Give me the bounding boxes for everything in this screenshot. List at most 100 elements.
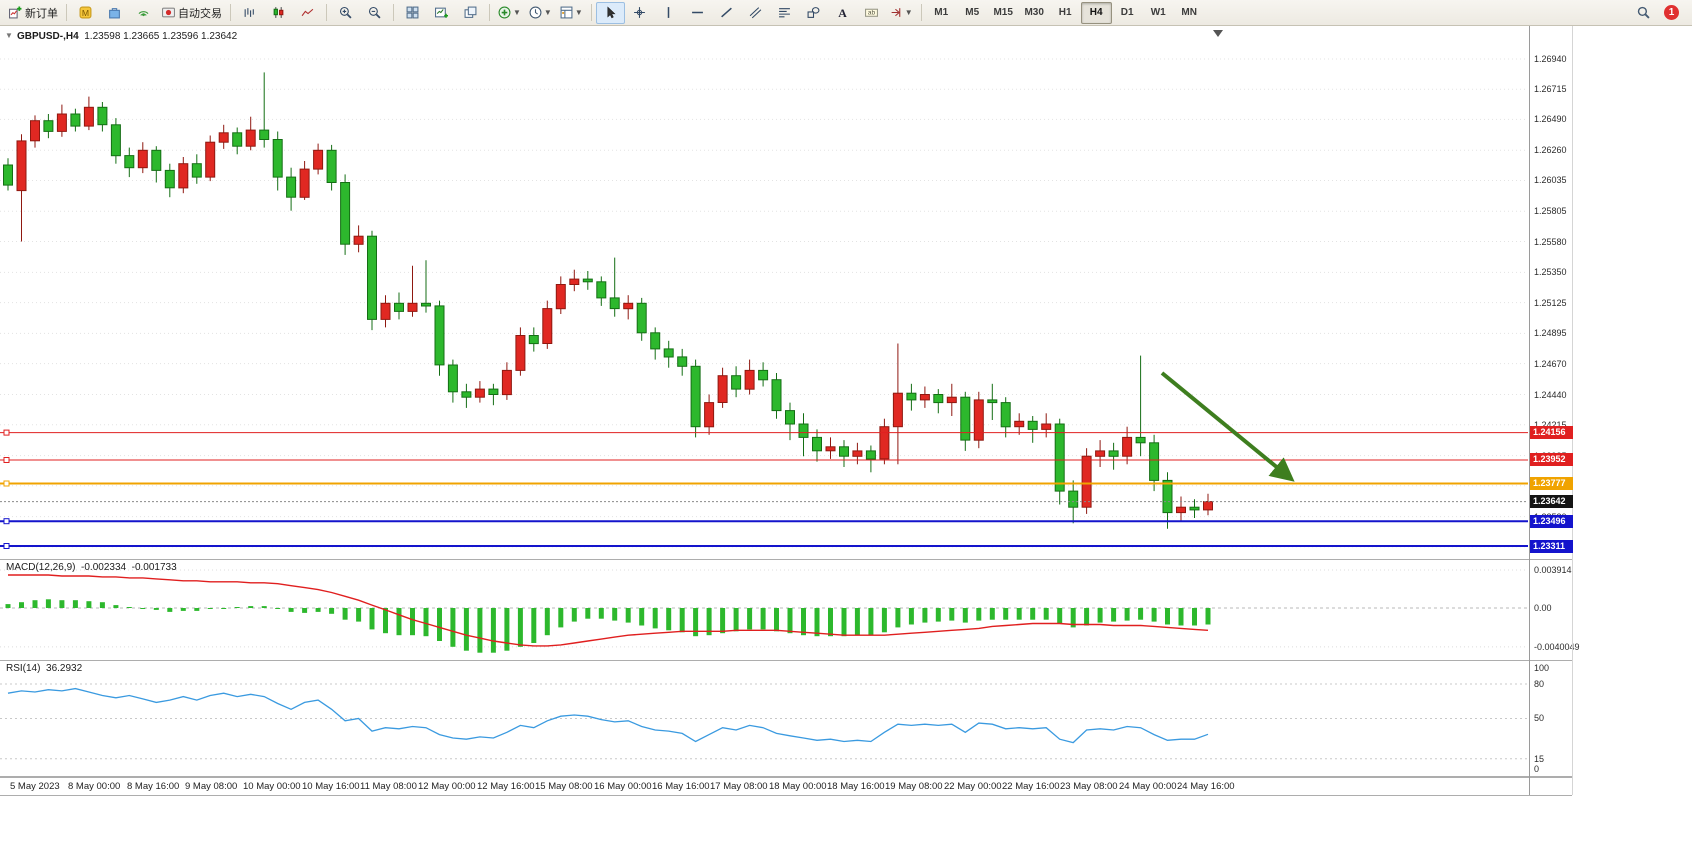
rsi-axis[interactable]: 100 80 50 15 0 <box>1530 661 1572 776</box>
periods-button[interactable]: ▼ <box>525 2 556 24</box>
price-tick: 1.24895 <box>1534 328 1567 338</box>
resistance-line-2-handle[interactable] <box>3 457 10 463</box>
new-chart-button[interactable] <box>427 2 456 24</box>
timeframe-m1-button[interactable]: M1 <box>934 7 949 18</box>
price-axis[interactable]: 1.26940 1.26715 1.26490 1.26260 1.26035 1.258… <box>1530 26 1573 559</box>
shapes-button[interactable] <box>799 2 828 24</box>
zoom-out-button[interactable] <box>360 2 389 24</box>
axis-border <box>1529 26 1530 795</box>
line-chart-button[interactable] <box>293 2 322 24</box>
price-tick: 1.25580 <box>1534 237 1567 247</box>
candles <box>3 72 1213 529</box>
label-button[interactable]: ab <box>857 2 886 24</box>
market-button[interactable] <box>100 2 129 24</box>
toolbar-separator <box>920 4 922 21</box>
mql5-community-button[interactable]: M <box>71 2 100 24</box>
macd-histogram <box>5 599 1211 653</box>
macd-label: MACD(12,26,9) -0.002334 -0.001733 <box>6 562 177 573</box>
timeframe-m5-button[interactable]: M5 <box>965 7 980 18</box>
rsi-title: RSI(14) <box>6 663 41 674</box>
mql5-icon: M <box>79 6 92 19</box>
templates-button[interactable]: ▼ <box>556 2 587 24</box>
toolbar-separator <box>590 4 592 21</box>
signals-button[interactable] <box>129 2 158 24</box>
macd-indicator-panel[interactable] <box>0 560 1530 659</box>
zoom-in-button[interactable] <box>331 2 360 24</box>
one-click-trading-toggle-icon[interactable]: ▼ <box>5 31 13 40</box>
time-tick: 5 May 2023 <box>10 781 60 792</box>
timeframe-w1-button[interactable]: W1 <box>1150 7 1166 18</box>
time-tick: 12 May 16:00 <box>477 781 535 792</box>
bars-icon <box>243 6 256 19</box>
support-line-blue-2-handle[interactable] <box>3 543 10 549</box>
market-icon <box>108 6 121 19</box>
chart-title: GBPUSD-,H4 1.23598 1.23665 1.23596 1.236… <box>17 31 237 42</box>
trend-arrow[interactable] <box>1160 371 1295 482</box>
macd-signal-value: -0.001733 <box>131 562 177 573</box>
text-button[interactable]: A <box>828 2 857 24</box>
dropdown-caret-icon[interactable]: ▼ <box>543 8 552 17</box>
timeframe-m30-button[interactable]: M30 <box>1024 7 1044 18</box>
line-icon <box>301 6 314 19</box>
rsi-indicator-panel[interactable] <box>0 661 1530 776</box>
macd-axis[interactable]: 0.003914 0.00 -0.0040049 <box>1530 560 1580 659</box>
notification-badge[interactable]: 1 <box>1664 5 1679 20</box>
candles-icon <box>272 6 285 19</box>
autotrading-button[interactable]: 自动交易 <box>158 2 226 24</box>
svg-text:ab: ab <box>868 10 876 17</box>
indicators-button[interactable]: ▼ <box>494 2 525 24</box>
rsi-value: 36.2932 <box>46 663 83 674</box>
channel-icon <box>749 6 762 19</box>
toolbar-separator <box>326 4 327 21</box>
timeframe-h1-button[interactable]: H1 <box>1058 7 1072 18</box>
autotrading-icon <box>162 6 175 19</box>
chart-shift-marker-icon[interactable] <box>1213 30 1223 37</box>
horizontal-line-button[interactable] <box>683 2 712 24</box>
macd-tick: 0.003914 <box>1534 565 1572 575</box>
timeframe-d1-button[interactable]: D1 <box>1120 7 1134 18</box>
vertical-line-button[interactable] <box>654 2 683 24</box>
time-axis[interactable]: 5 May 2023 8 May 00:00 8 May 16:00 9 May 08… <box>0 777 1572 796</box>
panel-separator[interactable] <box>0 559 1572 560</box>
timeframe-mn-button[interactable]: MN <box>1181 7 1197 18</box>
hline-icon <box>691 6 704 19</box>
dropdown-caret-icon[interactable]: ▼ <box>513 8 521 17</box>
price-tick: 1.26490 <box>1534 114 1567 124</box>
zoom-out-icon <box>368 6 381 19</box>
search-button[interactable] <box>1629 2 1658 24</box>
support-line-blue-1-handle[interactable] <box>3 518 10 525</box>
time-tick: 17 May 08:00 <box>710 781 768 792</box>
label-icon: ab <box>864 6 878 19</box>
fibonacci-button[interactable] <box>770 2 799 24</box>
price-lines[interactable] <box>0 429 1528 549</box>
trendline-button[interactable] <box>712 2 741 24</box>
toolbar-separator <box>489 4 490 21</box>
tile-windows-button[interactable] <box>398 2 427 24</box>
support-line-orange-handle[interactable] <box>3 480 10 487</box>
timeframe-m15-button[interactable]: M15 <box>993 7 1013 18</box>
channel-button[interactable] <box>741 2 770 24</box>
crosshair-button[interactable] <box>625 2 654 24</box>
bar-chart-button[interactable] <box>235 2 264 24</box>
cursor-button[interactable] <box>595 1 625 24</box>
candlestick-chart-button[interactable] <box>264 2 293 24</box>
price-tick: 1.24670 <box>1534 359 1567 369</box>
panel-separator[interactable] <box>0 660 1572 661</box>
dropdown-caret-icon[interactable]: ▼ <box>574 8 583 17</box>
chart-profiles-button[interactable] <box>456 2 485 24</box>
macd-tick: 0.00 <box>1534 603 1552 613</box>
profiles-icon <box>464 6 477 19</box>
resistance-line-1-handle[interactable] <box>3 429 10 436</box>
timeframe-h4-button[interactable]: H4 <box>1080 1 1112 24</box>
time-tick: 9 May 08:00 <box>185 781 238 792</box>
cursor-icon <box>604 6 617 19</box>
panel-separator <box>0 776 1572 777</box>
main-price-chart[interactable] <box>0 26 1530 559</box>
price-tick: 1.24440 <box>1534 390 1567 400</box>
fibo-icon <box>778 6 791 19</box>
rsi-tick: 0 <box>1534 764 1540 774</box>
arrows-button[interactable]: ▼ <box>886 2 917 24</box>
dropdown-caret-icon[interactable]: ▼ <box>904 8 913 17</box>
new-order-button[interactable]: 新订单 <box>5 2 62 24</box>
resistance-line-2-price-badge: 1.23952 <box>1530 453 1573 466</box>
